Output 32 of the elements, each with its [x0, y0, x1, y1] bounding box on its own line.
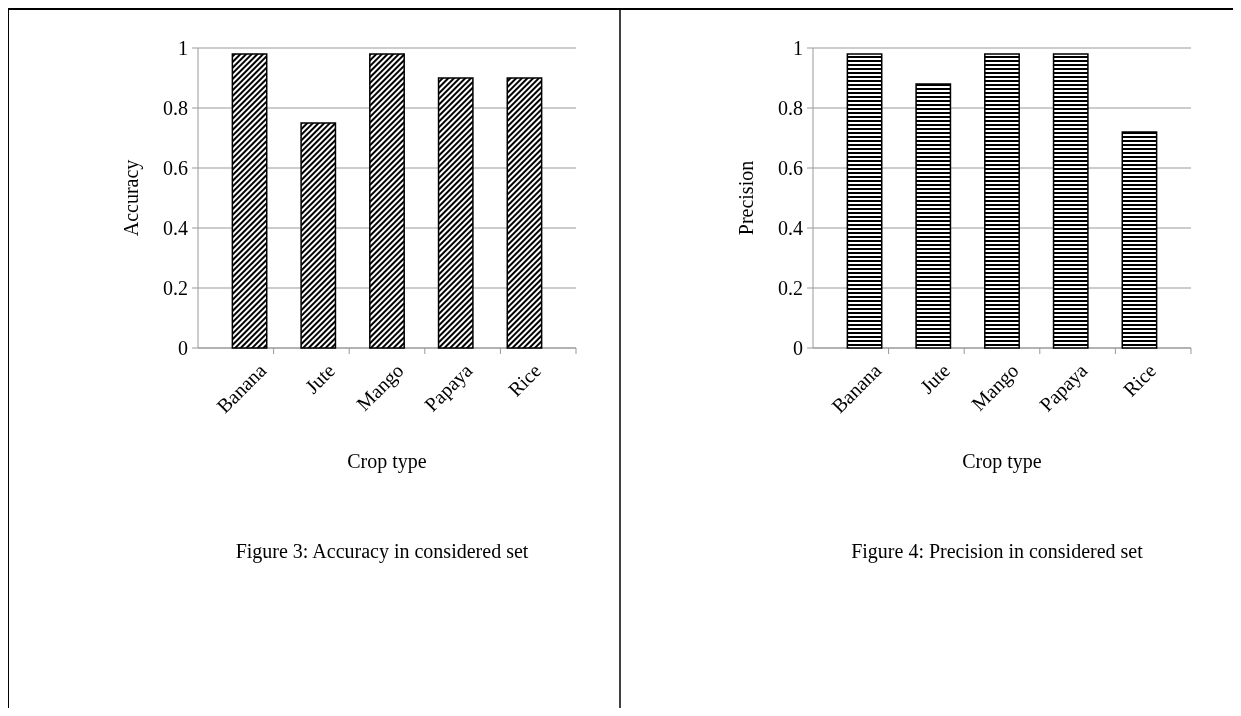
y-tick-label: 0.2: [163, 277, 188, 299]
y-axis-title: Accuracy: [120, 159, 143, 237]
y-axis-title: Precision: [735, 160, 757, 236]
y-tick-label: 0.6: [163, 157, 188, 179]
bar: [846, 53, 883, 349]
x-tick-label: Jute: [300, 359, 340, 398]
y-tick-label: 0.8: [778, 97, 803, 119]
bar: [506, 77, 543, 349]
bar: [300, 122, 337, 349]
y-tick-label: 0.4: [163, 217, 188, 239]
y-tick-label: 0.6: [778, 157, 803, 179]
x-axis-title: Crop type: [347, 450, 427, 473]
bar: [915, 83, 952, 349]
y-tick-label: 0: [178, 337, 188, 359]
y-tick-label: 0.2: [778, 277, 803, 299]
bar: [984, 53, 1020, 349]
y-tick-label: 1: [178, 37, 188, 59]
bar: [231, 53, 268, 349]
caption: Figure 3: Accuracy in considered set: [235, 540, 529, 563]
x-tick-label: Jute: [915, 359, 955, 398]
y-tick-label: 0: [793, 337, 803, 359]
bar: [437, 77, 474, 349]
bar: [369, 53, 405, 349]
bar: [1121, 131, 1158, 349]
x-axis-title: Crop type: [962, 450, 1042, 473]
caption: Figure 4: Precision in considered set: [851, 540, 1144, 563]
y-tick-label: 1: [793, 37, 803, 59]
x-tick-label: Rice: [1118, 359, 1161, 401]
y-tick-label: 0.8: [163, 97, 188, 119]
x-tick-label: Rice: [503, 359, 546, 401]
bar: [1052, 53, 1089, 349]
y-tick-label: 0.4: [778, 217, 803, 239]
